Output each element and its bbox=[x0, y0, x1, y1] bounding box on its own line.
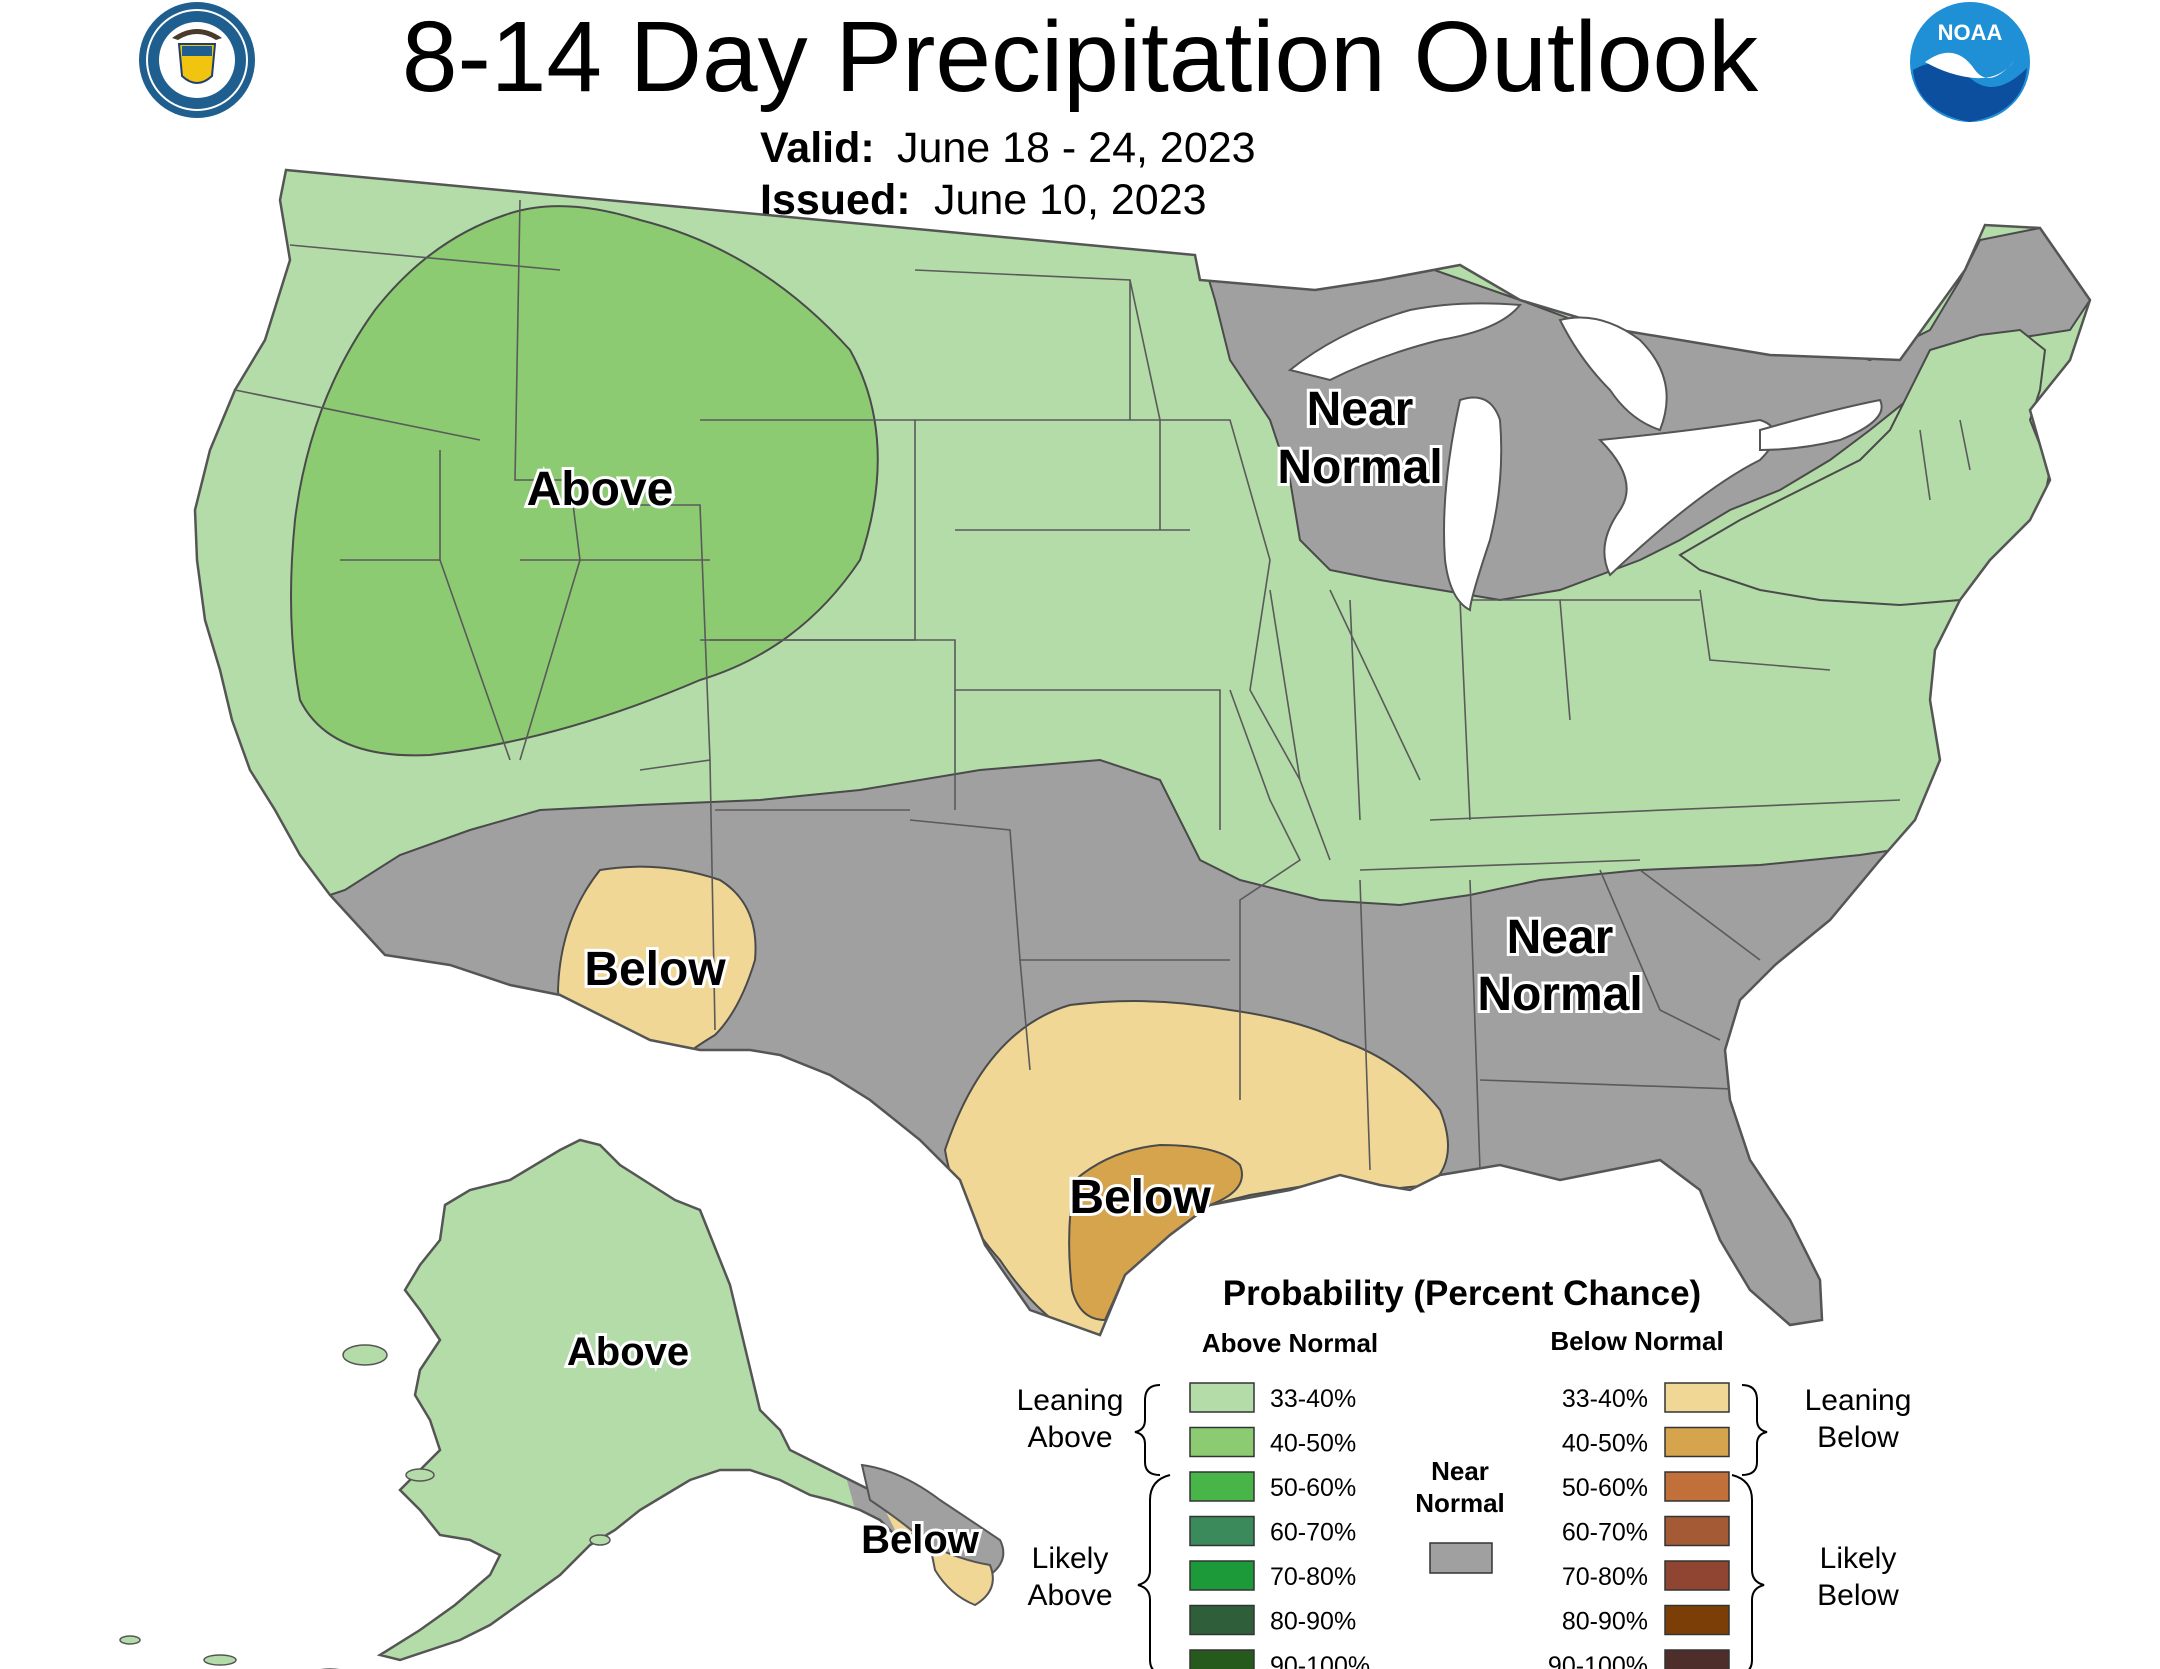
above-swatch-label-2: 50-60% bbox=[1270, 1474, 1356, 1502]
above-swatch-label-6: 90-100% bbox=[1270, 1652, 1370, 1669]
noaa-logo-text: NOAA bbox=[1938, 20, 2003, 45]
valid-value: June 18 - 24, 2023 bbox=[896, 124, 1256, 172]
label-se-near-1: Near bbox=[1507, 911, 1614, 964]
leaning-below-1: Leaning bbox=[1805, 1384, 1912, 1417]
label-tx-below: Below bbox=[1069, 1171, 1211, 1224]
legend-near-swatch bbox=[1429, 1542, 1493, 1574]
label-ak-below: Below bbox=[861, 1518, 980, 1562]
leaning-above-2: Above bbox=[1027, 1421, 1112, 1454]
above-swatch-6 bbox=[1189, 1649, 1255, 1669]
below-swatch-1 bbox=[1664, 1426, 1730, 1458]
leaning-below-brace bbox=[1741, 1384, 1768, 1476]
leaning-above-1: Leaning bbox=[1017, 1384, 1124, 1417]
label-ak-above: Above bbox=[567, 1330, 689, 1374]
ak-panhandle-below-region bbox=[928, 1543, 994, 1607]
below-swatch-label-1: 40-50% bbox=[1562, 1430, 1648, 1458]
below-swatch-label-4: 70-80% bbox=[1562, 1563, 1648, 1591]
below-swatch-6 bbox=[1664, 1649, 1730, 1669]
legend: Probability (Percent Chance) Above Norma… bbox=[1017, 1274, 1912, 1669]
issued-value: June 10, 2023 bbox=[933, 176, 1207, 224]
legend-below-header: Below Normal bbox=[1550, 1326, 1723, 1356]
likely-above-brace bbox=[1137, 1474, 1171, 1669]
label-north-near-1: Near bbox=[1307, 383, 1414, 436]
above-swatch-5 bbox=[1189, 1604, 1255, 1636]
likely-below-1: Likely bbox=[1820, 1542, 1897, 1575]
above-swatch-1 bbox=[1189, 1426, 1255, 1458]
noaa-logo-icon: NOAA bbox=[1910, 2, 2030, 122]
date-block: Valid: June 18 - 24, 2023 Issued: June 1… bbox=[760, 122, 1256, 226]
above-swatch-0 bbox=[1189, 1382, 1255, 1413]
valid-label: Valid: bbox=[760, 124, 875, 172]
aleutian-islands bbox=[119, 1344, 611, 1669]
ak-panhandle-near-region bbox=[860, 1463, 1005, 1577]
likely-above-2: Above bbox=[1027, 1579, 1112, 1612]
below-swatch-0 bbox=[1664, 1382, 1730, 1413]
below-swatch-3 bbox=[1664, 1515, 1730, 1547]
above-swatch-label-0: 33-40% bbox=[1270, 1385, 1356, 1413]
leaning-below-2: Below bbox=[1817, 1421, 1899, 1454]
state-boundaries bbox=[234, 199, 1971, 1171]
legend-title: Probability (Percent Chance) bbox=[1223, 1274, 1701, 1313]
above-swatch-label-3: 60-70% bbox=[1270, 1519, 1356, 1547]
label-sw-below: Below bbox=[584, 943, 726, 996]
below-swatch-label-3: 60-70% bbox=[1562, 1519, 1648, 1547]
likely-below-2: Below bbox=[1817, 1579, 1899, 1612]
below-swatch-2 bbox=[1664, 1471, 1730, 1502]
below-swatch-label-6: 90-100% bbox=[1548, 1652, 1648, 1669]
above-swatch-label-1: 40-50% bbox=[1270, 1430, 1356, 1458]
likely-above-1: Likely bbox=[1032, 1542, 1109, 1575]
northeast-above-strip bbox=[1678, 328, 2052, 607]
below-swatch-label-0: 33-40% bbox=[1562, 1385, 1648, 1413]
great-lakes bbox=[1287, 302, 1883, 612]
legend-above-swatches: 33-40% 40-50% 50-60% 60-70% 70-80% 80-90% 90-1… bbox=[1189, 1382, 1370, 1669]
leaning-above-brace bbox=[1134, 1384, 1161, 1476]
below-33-40-sw-region bbox=[556, 865, 757, 1063]
legend-above-header: Above Normal bbox=[1202, 1328, 1378, 1358]
above-swatch-4 bbox=[1189, 1560, 1255, 1591]
above-swatch-label-4: 70-80% bbox=[1270, 1563, 1356, 1591]
below-swatch-5 bbox=[1664, 1604, 1730, 1636]
above-40-50-region bbox=[290, 205, 879, 757]
label-west-above: Above bbox=[527, 463, 674, 516]
legend-near-1: Near bbox=[1431, 1456, 1489, 1486]
legend-near-2: Normal bbox=[1415, 1488, 1505, 1518]
below-swatch-label-5: 80-90% bbox=[1562, 1608, 1648, 1636]
commerce-seal-icon bbox=[139, 2, 255, 118]
map-title: 8-14 Day Precipitation Outlook bbox=[401, 1, 1759, 113]
legend-below-swatches: 33-40% 40-50% 50-60% 60-70% 70-80% 80-90% 90-1… bbox=[1548, 1382, 1730, 1669]
above-swatch-label-5: 80-90% bbox=[1270, 1608, 1356, 1636]
label-north-near-2: Normal bbox=[1277, 441, 1442, 494]
below-swatch-4 bbox=[1664, 1560, 1730, 1591]
above-swatch-3 bbox=[1189, 1515, 1255, 1547]
below-swatch-label-2: 50-60% bbox=[1562, 1474, 1648, 1502]
label-se-near-2: Normal bbox=[1477, 968, 1642, 1021]
below-40-50-tx-region bbox=[1068, 1143, 1243, 1322]
above-swatch-2 bbox=[1189, 1471, 1255, 1502]
likely-below-brace bbox=[1731, 1474, 1765, 1669]
valid-row: Valid: June 18 - 24, 2023 bbox=[760, 122, 1256, 174]
